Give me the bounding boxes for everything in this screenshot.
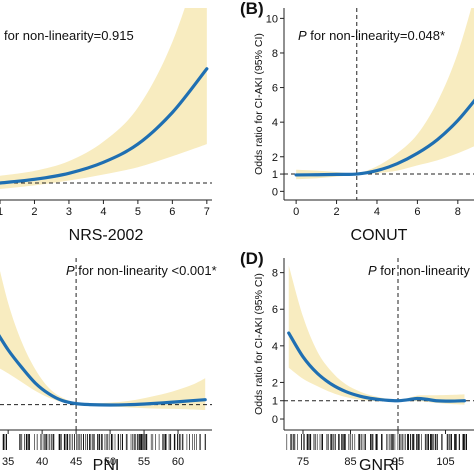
y-tick-label: 4: [272, 117, 278, 129]
nonlinearity-annotation: P for non-linearity <0.001*: [66, 263, 217, 278]
nonlinearity-annotation: P for non-linearity: [368, 263, 470, 278]
x-tick-label: 50: [104, 456, 116, 468]
x-tick-label: 7: [204, 206, 210, 218]
x-tick-label: 6: [169, 206, 175, 218]
y-tick-label: 4: [272, 341, 278, 353]
p-symbol: P: [368, 263, 377, 278]
y-tick-label: 1: [272, 169, 278, 181]
x-tick-label: 5: [135, 206, 141, 218]
y-tick-label: 8: [272, 268, 278, 280]
y-axis-label: Odds ratio for CI-AKI (95% CI): [253, 273, 265, 415]
x-axis-label: NRS-2002: [69, 227, 144, 244]
odds-ratio-curve: [294, 98, 474, 177]
annotation-text: for non-linearity: [377, 263, 471, 278]
x-tick-label: 35: [2, 456, 14, 468]
p-symbol: P: [66, 263, 75, 278]
x-tick-label: 95: [392, 456, 404, 468]
plot-area: [0, 8, 212, 190]
panel-d: 75 85 95 105 0 1 2 4 6 8 GNRI Odds ratio for CI-AKI…: [240, 249, 474, 474]
odds-ratio-curve: [287, 331, 467, 403]
plot-area: [0, 258, 212, 430]
y-axis-label: Odds ratio for CI-AKI (95% CI): [253, 33, 265, 175]
x-tick-label: 8: [455, 206, 461, 218]
confidence-band: [296, 8, 474, 180]
x-tick-label: 2: [31, 206, 37, 218]
x-tick-label: 85: [344, 456, 356, 468]
panel-a: 1 2 3 4 5 6 7 NRS-2002 for non-linearity=0.915: [0, 8, 212, 244]
x-axis-label: PNI: [93, 457, 120, 474]
y-tick-label: 1: [272, 396, 278, 408]
p-symbol: P: [298, 28, 307, 43]
plot-area: [284, 258, 474, 430]
nonlinearity-annotation: P for non-linearity=0.048*: [298, 28, 445, 43]
x-tick-label: 3: [66, 206, 72, 218]
x-axis-label: GNRI: [359, 457, 399, 474]
confidence-band: [0, 8, 207, 190]
y-tick-label: 6: [272, 83, 278, 95]
panel-c: 35 40 45 50 55 60 PNI P for non-linearity <0.00…: [0, 258, 217, 474]
plot-area: [284, 8, 474, 200]
y-tick-label: 2: [272, 377, 278, 389]
x-tick-label: 1: [0, 206, 3, 218]
y-tick-label: 6: [272, 304, 278, 316]
x-tick-label: 75: [297, 456, 309, 468]
panel-b: 0 2 4 6 8 0 1 2 4 6 8 10 CONUT Odds ratio for CI-AKI …: [240, 0, 474, 244]
x-axis-label: CONUT: [351, 227, 408, 244]
x-tick-label: 4: [100, 206, 106, 218]
annotation-text: for non-linearity <0.001*: [75, 263, 217, 278]
x-tick-label: 45: [70, 456, 82, 468]
y-tick-label: 8: [272, 48, 278, 60]
y-tick-label: 0: [272, 414, 278, 426]
y-tick-label: 0: [272, 186, 278, 198]
confidence-band: [288, 265, 465, 405]
annotation-text: for non-linearity=0.915: [4, 28, 134, 43]
odds-ratio-curve: [0, 67, 209, 185]
panel-letter: (D): [240, 249, 264, 268]
confidence-band: [0, 271, 206, 411]
x-tick-label: 6: [414, 206, 420, 218]
odds-ratio-curve: [0, 334, 207, 407]
nonlinearity-annotation: for non-linearity=0.915: [4, 28, 134, 43]
x-tick-label: 40: [36, 456, 48, 468]
annotation-text: for non-linearity=0.048*: [307, 28, 445, 43]
x-tick-label: 60: [172, 456, 184, 468]
x-tick-label: 4: [374, 206, 380, 218]
x-tick-label: 0: [293, 206, 299, 218]
panel-letter: (B): [240, 0, 264, 18]
x-tick-label: 55: [138, 456, 150, 468]
x-tick-label: 105: [436, 456, 454, 468]
y-tick-label: 10: [266, 13, 278, 25]
x-tick-label: 2: [333, 206, 339, 218]
y-tick-label: 2: [272, 152, 278, 164]
